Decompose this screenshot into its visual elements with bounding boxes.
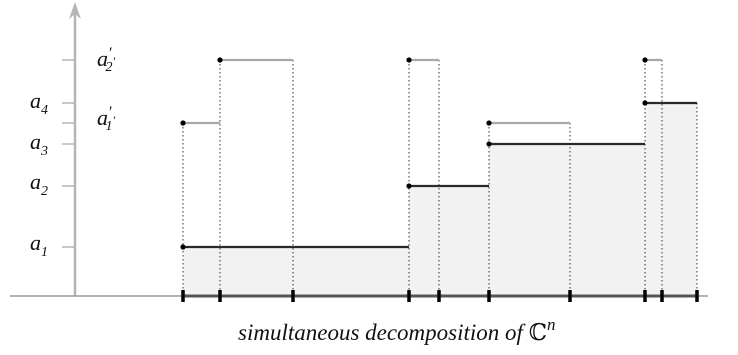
dot-primed: [217, 57, 223, 63]
label-a2-prime: a′ 2′: [97, 45, 116, 75]
caption-prefix: simultaneous decomposition of: [238, 320, 529, 345]
diagram-caption: simultaneous decomposition of ℂn: [238, 315, 556, 346]
dotted-guides: [182, 60, 698, 296]
label-a1-prime: a′ 1′: [97, 104, 116, 134]
dot-primed: [406, 57, 412, 63]
endpoint-dots: [180, 57, 648, 250]
dot-primed: [486, 120, 492, 126]
step-function: [183, 101, 697, 249]
caption-exponent: n: [547, 315, 556, 334]
dot-primed: [180, 120, 186, 126]
y-labels: a′ 2′ a4 a′ 1′ a3 a2 a1: [30, 45, 116, 260]
primed-step-function: [183, 58, 662, 125]
decomposition-ticks: [181, 290, 699, 302]
dot-step: [486, 141, 492, 147]
dot-step: [180, 244, 186, 250]
dot-primed: [642, 57, 648, 63]
label-a1: a1: [30, 230, 48, 260]
caption-symbol: ℂ: [529, 320, 547, 346]
y-axis: [69, 2, 81, 296]
dot-step: [406, 183, 412, 189]
label-a3: a3: [30, 129, 48, 159]
dot-step: [642, 100, 648, 106]
y-ticks: [62, 59, 75, 248]
label-a2: a2: [30, 169, 48, 199]
shaded-region: [183, 103, 697, 296]
y-axis-arrowhead: [69, 2, 81, 19]
label-a4: a4: [30, 88, 48, 118]
